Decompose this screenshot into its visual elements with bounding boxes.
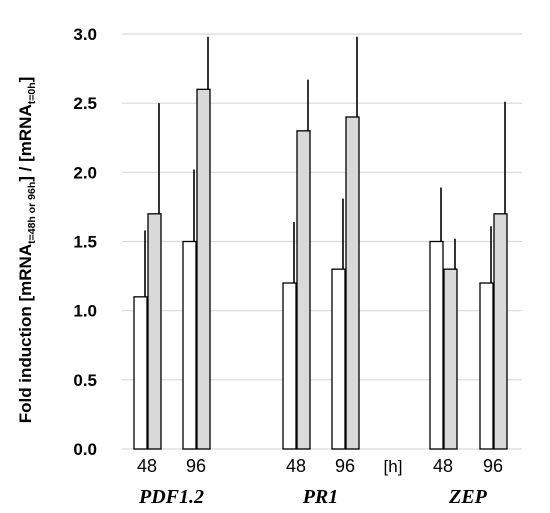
x-tick-label: 48 xyxy=(286,456,306,476)
y-tick-label: 1.5 xyxy=(73,233,97,252)
y-axis-label: Fold induction [mRNAt=48h or 96h] / [mRN… xyxy=(16,77,38,424)
x-tick-label: 96 xyxy=(483,456,503,476)
x-tick-label: 96 xyxy=(335,456,355,476)
bars xyxy=(133,36,508,450)
bar-gray xyxy=(147,213,162,450)
y-tick-label: 0.0 xyxy=(73,440,97,459)
bar-white xyxy=(479,282,494,450)
gene-labels: PDF1.2 PR1 ZEP xyxy=(138,486,488,508)
x-tick-label: 48 xyxy=(433,456,453,476)
y-tick-label: 0.5 xyxy=(73,371,97,390)
gene-label: PR1 xyxy=(302,486,339,508)
y-tick-labels: 0.0 0.5 1.0 1.5 2.0 2.5 3.0 xyxy=(73,25,97,459)
y-axis-label-middle: ] / [mRNA xyxy=(16,104,35,182)
bar-gray xyxy=(196,88,211,450)
bar-gray xyxy=(296,130,311,450)
y-axis-label-sub2: t=0h xyxy=(26,82,38,105)
gene-label: PDF1.2 xyxy=(138,486,204,508)
x-tick-label: 48 xyxy=(137,456,157,476)
bar-white xyxy=(182,240,197,450)
y-axis-label-suffix: ] xyxy=(16,76,35,83)
bar-white xyxy=(429,240,444,450)
x-tick-label: 96 xyxy=(186,456,206,476)
gridlines xyxy=(122,33,522,450)
x-tick-labels: 48 96 48 96 48 96 [h] xyxy=(137,456,503,476)
y-tick-label: 2.5 xyxy=(73,94,97,113)
bar-gray xyxy=(443,268,458,450)
bar-gray xyxy=(345,116,360,450)
unit-label: [h] xyxy=(384,457,403,476)
bar-white xyxy=(331,268,346,450)
bar-white xyxy=(282,282,297,450)
y-axis-label-sub1: t=48h or 96h xyxy=(26,181,38,244)
y-axis-label-prefix: Fold induction [mRNA xyxy=(16,243,35,424)
y-tick-label: 1.0 xyxy=(73,302,97,321)
bar-white xyxy=(133,296,148,450)
y-tick-label: 2.0 xyxy=(73,163,97,182)
gene-label: ZEP xyxy=(448,486,488,508)
y-tick-label: 3.0 xyxy=(73,25,97,44)
bar-gray xyxy=(493,213,508,450)
